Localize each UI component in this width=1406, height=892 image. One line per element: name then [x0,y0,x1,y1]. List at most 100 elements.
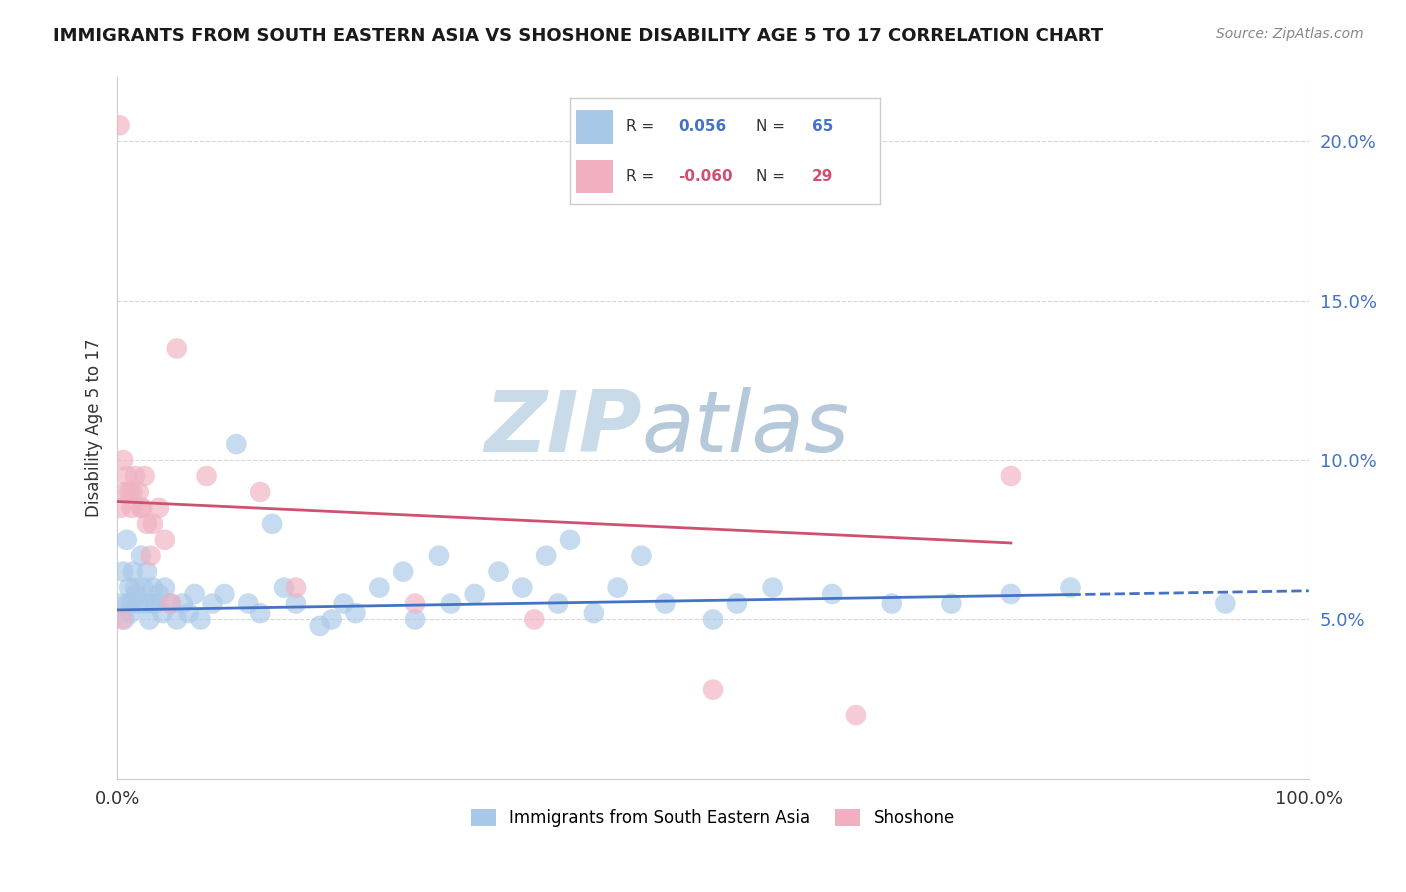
Text: atlas: atlas [641,386,849,470]
Point [177,606,200,620]
Point [136,565,159,579]
Point [404,612,426,626]
Point [284,597,307,611]
Point [131,500,153,515]
Point [118,581,141,595]
Point [308,619,330,633]
Point [112,612,135,626]
Point [134,469,156,483]
Point [153,581,176,595]
Point [118,485,141,500]
Point [112,485,135,500]
Point [159,597,181,611]
Point [121,565,143,579]
Point [112,453,135,467]
Point [654,597,676,611]
Point [121,597,143,611]
Point [111,612,134,626]
Point [153,533,176,547]
Point [1000,587,1022,601]
Point [148,587,170,601]
Point [1000,469,1022,483]
Point [427,549,450,563]
Point [183,587,205,601]
Point [321,612,343,626]
Point [440,597,463,611]
Point [534,549,557,563]
Point [159,597,181,611]
Point [725,597,748,611]
Point [152,606,174,620]
Point [225,437,247,451]
Point [262,516,284,531]
Point [582,606,605,620]
Point [821,587,844,601]
Point [115,533,138,547]
Point [136,516,159,531]
Point [190,612,212,626]
Point [214,587,236,601]
Point [172,597,194,611]
Point [125,587,148,601]
Text: IMMIGRANTS FROM SOUTH EASTERN ASIA VS SHOSHONE DISABILITY AGE 5 TO 17 CORRELATIO: IMMIGRANTS FROM SOUTH EASTERN ASIA VS SH… [53,27,1104,45]
Point [124,581,146,595]
Point [392,565,415,579]
Point [166,342,188,356]
Point [702,682,724,697]
Point [143,597,166,611]
Point [284,581,307,595]
Point [108,118,131,132]
Y-axis label: Disability Age 5 to 17: Disability Age 5 to 17 [86,339,103,517]
Point [139,549,162,563]
Text: ZIP: ZIP [484,386,641,470]
Point [547,597,569,611]
Point [273,581,295,595]
Point [512,581,534,595]
Point [132,581,155,595]
Point [761,581,783,595]
Point [488,565,510,579]
Point [941,597,963,611]
Point [141,597,163,611]
Point [117,597,139,611]
Point [134,597,156,611]
Point [112,565,135,579]
Point [558,533,581,547]
Point [249,606,271,620]
Point [129,500,152,515]
Point [1059,581,1081,595]
Point [201,597,224,611]
Point [523,612,546,626]
Point [166,612,188,626]
Point [368,581,391,595]
Point [121,500,143,515]
Point [606,581,628,595]
Text: Source: ZipAtlas.com: Source: ZipAtlas.com [1216,27,1364,41]
Point [110,597,132,611]
Point [630,549,652,563]
Point [249,485,271,500]
Point [845,708,868,723]
Point [344,606,367,620]
Point [880,597,903,611]
Point [142,581,165,595]
Point [129,549,152,563]
Point [238,597,260,611]
Point [138,612,160,626]
Point [142,516,165,531]
Point [120,606,142,620]
Legend: Immigrants from South Eastern Asia, Shoshone: Immigrants from South Eastern Asia, Shos… [464,802,962,834]
Point [702,612,724,626]
Point [148,500,170,515]
Point [1215,597,1237,611]
Point [121,485,143,500]
Point [195,469,218,483]
Point [464,587,486,601]
Point [128,597,150,611]
Point [124,469,146,483]
Point [110,500,132,515]
Point [332,597,354,611]
Point [404,597,426,611]
Point [128,485,150,500]
Point [115,469,138,483]
